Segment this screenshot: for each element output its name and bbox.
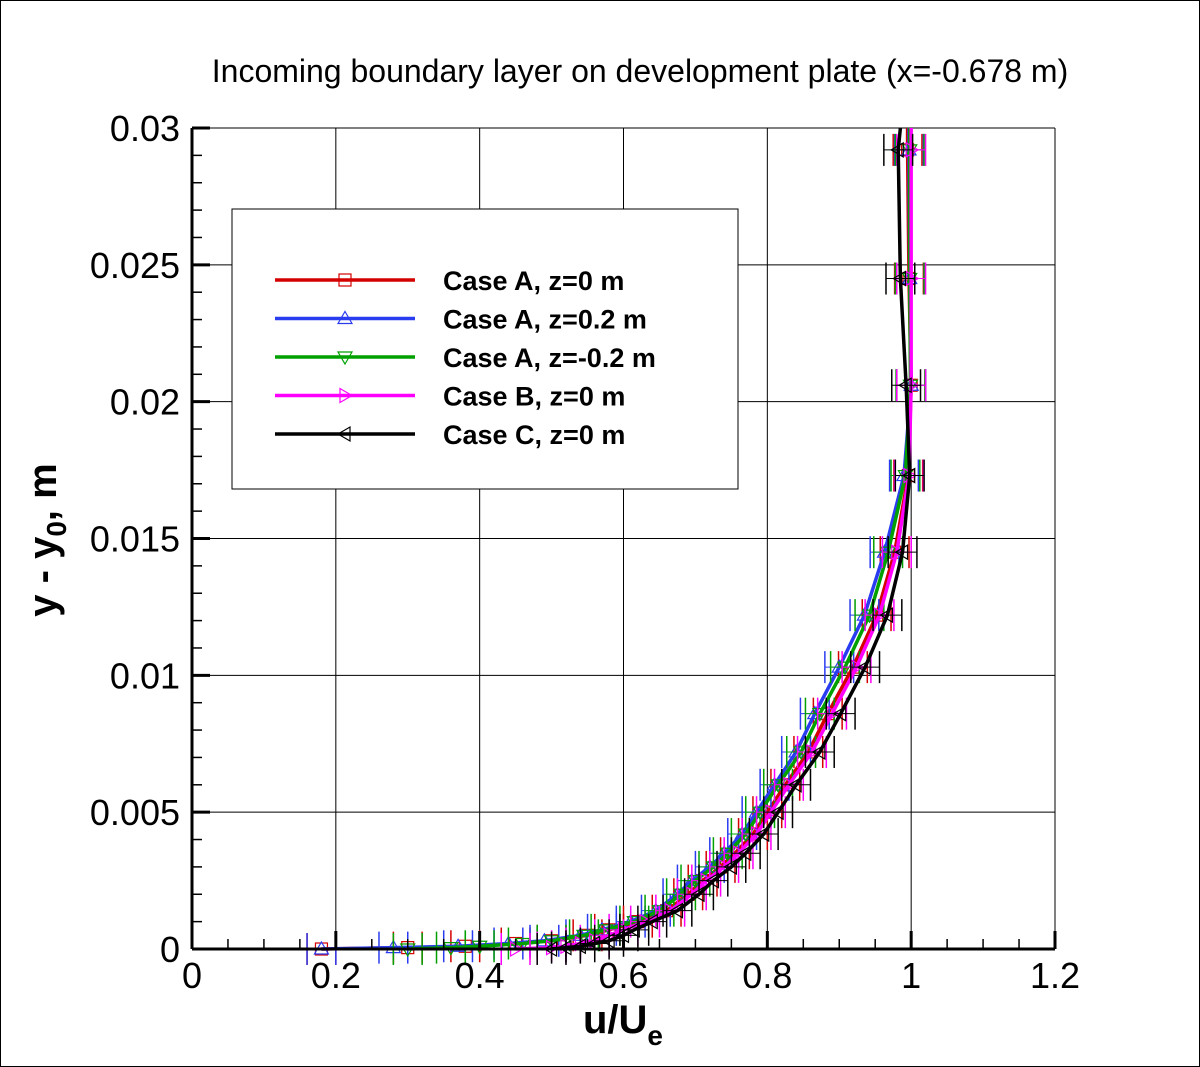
marker-triangle-left: [890, 141, 904, 158]
marker-triangle-down: [811, 708, 828, 722]
marker-triangle-right: [339, 387, 354, 404]
legend: Case A, z=0 m Case A, z=0.2 m Case A, z=-0…: [231, 208, 739, 490]
marker-triangle-left: [892, 270, 906, 287]
marker-triangle-left: [879, 607, 894, 624]
legend-label: Case A, z=-0.2 m: [443, 343, 656, 373]
y-tick-label: 0.03: [110, 108, 180, 149]
marker-triangle-left: [336, 425, 351, 443]
series-line: [407, 128, 913, 951]
x-tick-label: 0.6: [598, 955, 648, 996]
marker-triangle-left: [600, 932, 615, 949]
marker-triangle-left: [755, 826, 770, 843]
legend-item: Case C, z=0 m: [275, 420, 625, 450]
marker-triangle-left: [894, 544, 909, 561]
legend-box: [231, 208, 739, 490]
data-point: [885, 262, 916, 295]
x-tick-label: 0: [182, 955, 202, 996]
x-tick-label: 1: [901, 955, 921, 996]
x-axis-label: u/Ue: [583, 998, 663, 1051]
legend-label: Case C, z=0 m: [443, 420, 625, 450]
y-tick-label: 0.02: [110, 382, 180, 423]
data-point: [730, 837, 761, 870]
marker-triangle-down: [336, 351, 354, 366]
data-point: [887, 536, 918, 569]
legend-item: Case A, z=0.2 m: [275, 305, 647, 335]
marker-triangle-down: [514, 937, 531, 952]
x-tick-label: 1.2: [1030, 955, 1080, 996]
legend-item: Case A, z=0 m: [275, 266, 624, 296]
data-point: [662, 894, 693, 927]
y-tick-labels: 0 0.005 0.01 0.015 0.02 0.025 0.03: [90, 108, 180, 970]
series-line: [551, 127, 912, 951]
marker-triangle-left: [723, 858, 737, 875]
marker-triangle-left: [787, 776, 802, 793]
legend-item: Case B, z=0 m: [275, 382, 625, 412]
marker-square: [338, 273, 352, 287]
legend-label: Case A, z=0 m: [443, 266, 624, 296]
data-point: [894, 459, 925, 492]
x-tick-labels: 0 0.2 0.4 0.6 0.8 1 1.2: [182, 955, 1080, 996]
data-point: [698, 864, 729, 897]
marker-triangle-left: [669, 902, 684, 919]
marker-triangle-left: [586, 935, 601, 952]
marker-triangle-left: [856, 659, 871, 676]
marker-triangle-left: [705, 872, 719, 889]
data-point: [825, 697, 856, 730]
y-tick-label: 0: [160, 929, 180, 970]
data-point: [780, 768, 812, 801]
marker-triangle-left: [832, 705, 847, 722]
legend-item: Case A, z=-0.2 m: [275, 343, 656, 373]
axes: [190, 126, 1057, 951]
marker-triangle-up: [450, 938, 467, 952]
marker-triangle-left: [901, 467, 916, 484]
marker-triangle-left: [644, 913, 658, 930]
data-point: [890, 369, 922, 402]
y-tick-label: 0.025: [90, 245, 180, 286]
x-tick-label: 0.8: [742, 955, 792, 996]
marker-triangle-left: [626, 921, 640, 938]
marker-triangle-left: [769, 804, 784, 821]
chart-title: Incoming boundary layer on development p…: [212, 53, 1068, 89]
y-tick-label: 0.015: [90, 519, 180, 560]
legend-label: Case B, z=0 m: [443, 382, 625, 412]
marker-triangle-up: [336, 310, 354, 325]
legend-label: Case A, z=0.2 m: [443, 305, 647, 335]
data-point: [872, 599, 903, 632]
marker-triangle-left: [897, 377, 912, 394]
marker-triangle-left: [811, 743, 826, 761]
marker-triangle-left: [737, 845, 752, 862]
marker-triangle-left: [690, 886, 705, 903]
data-point: [804, 735, 835, 768]
y-tick-label: 0.005: [90, 792, 180, 833]
data-point: [883, 133, 914, 166]
y-axis-label: y - y0, m: [21, 463, 72, 616]
x-tick-label: 0.2: [311, 955, 361, 996]
x-tick-label: 0.4: [455, 955, 505, 996]
data-point: [748, 818, 779, 851]
data-point: [762, 796, 794, 829]
data-point: [850, 651, 881, 684]
y-tick-label: 0.01: [110, 655, 180, 696]
